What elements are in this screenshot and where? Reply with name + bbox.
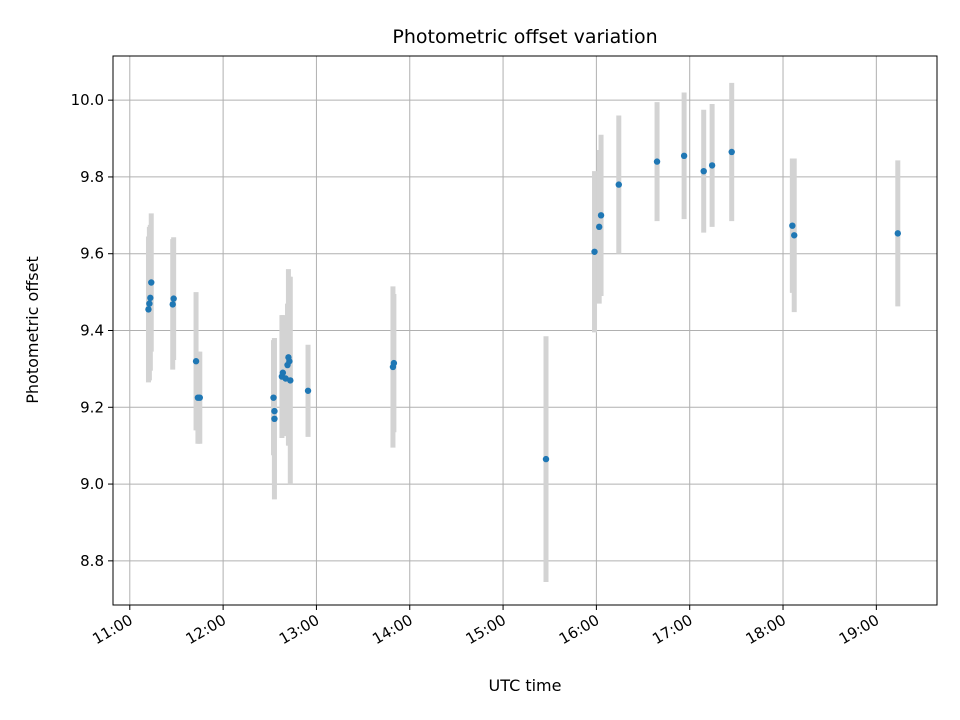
data-point <box>542 455 550 463</box>
chart-title: Photometric offset variation <box>392 26 657 48</box>
data-point <box>591 248 598 255</box>
data-point <box>653 158 661 165</box>
data-point <box>791 232 798 239</box>
y-tick-label: 9.6 <box>80 245 104 263</box>
data-point <box>789 222 796 229</box>
data-point <box>894 230 902 237</box>
y-axis-label: Photometric offset <box>23 256 42 404</box>
data-point <box>700 167 707 175</box>
data-point <box>271 415 278 423</box>
data-point <box>304 387 312 394</box>
x-axis-label: UTC time <box>489 676 562 695</box>
data-points <box>145 148 902 463</box>
data-point <box>390 359 398 367</box>
y-tick-label: 9.4 <box>80 322 104 340</box>
y-tick-label: 9.0 <box>80 475 104 493</box>
data-point <box>279 369 287 376</box>
data-point <box>196 394 203 401</box>
data-point <box>145 306 152 313</box>
y-tick-label: 8.8 <box>80 552 104 570</box>
y-tick-label: 9.8 <box>80 168 104 186</box>
data-point <box>270 394 277 401</box>
data-point <box>680 152 688 160</box>
data-point <box>287 377 294 384</box>
data-point <box>615 181 622 188</box>
data-point <box>170 295 177 302</box>
data-point <box>595 223 603 231</box>
data-point <box>271 407 278 415</box>
data-point <box>728 148 735 156</box>
data-point <box>147 294 154 302</box>
y-axis-ticks: 8.8 9.0 9.2 9.4 9.6 9.8 10.0 <box>71 91 113 570</box>
data-point <box>597 212 605 219</box>
data-point <box>148 279 155 286</box>
data-point <box>192 358 200 365</box>
data-point <box>169 301 176 308</box>
y-tick-label: 10.0 <box>71 91 104 109</box>
data-point <box>708 162 716 169</box>
data-point <box>146 300 153 307</box>
data-point <box>286 358 293 365</box>
y-tick-label: 9.2 <box>80 398 104 416</box>
